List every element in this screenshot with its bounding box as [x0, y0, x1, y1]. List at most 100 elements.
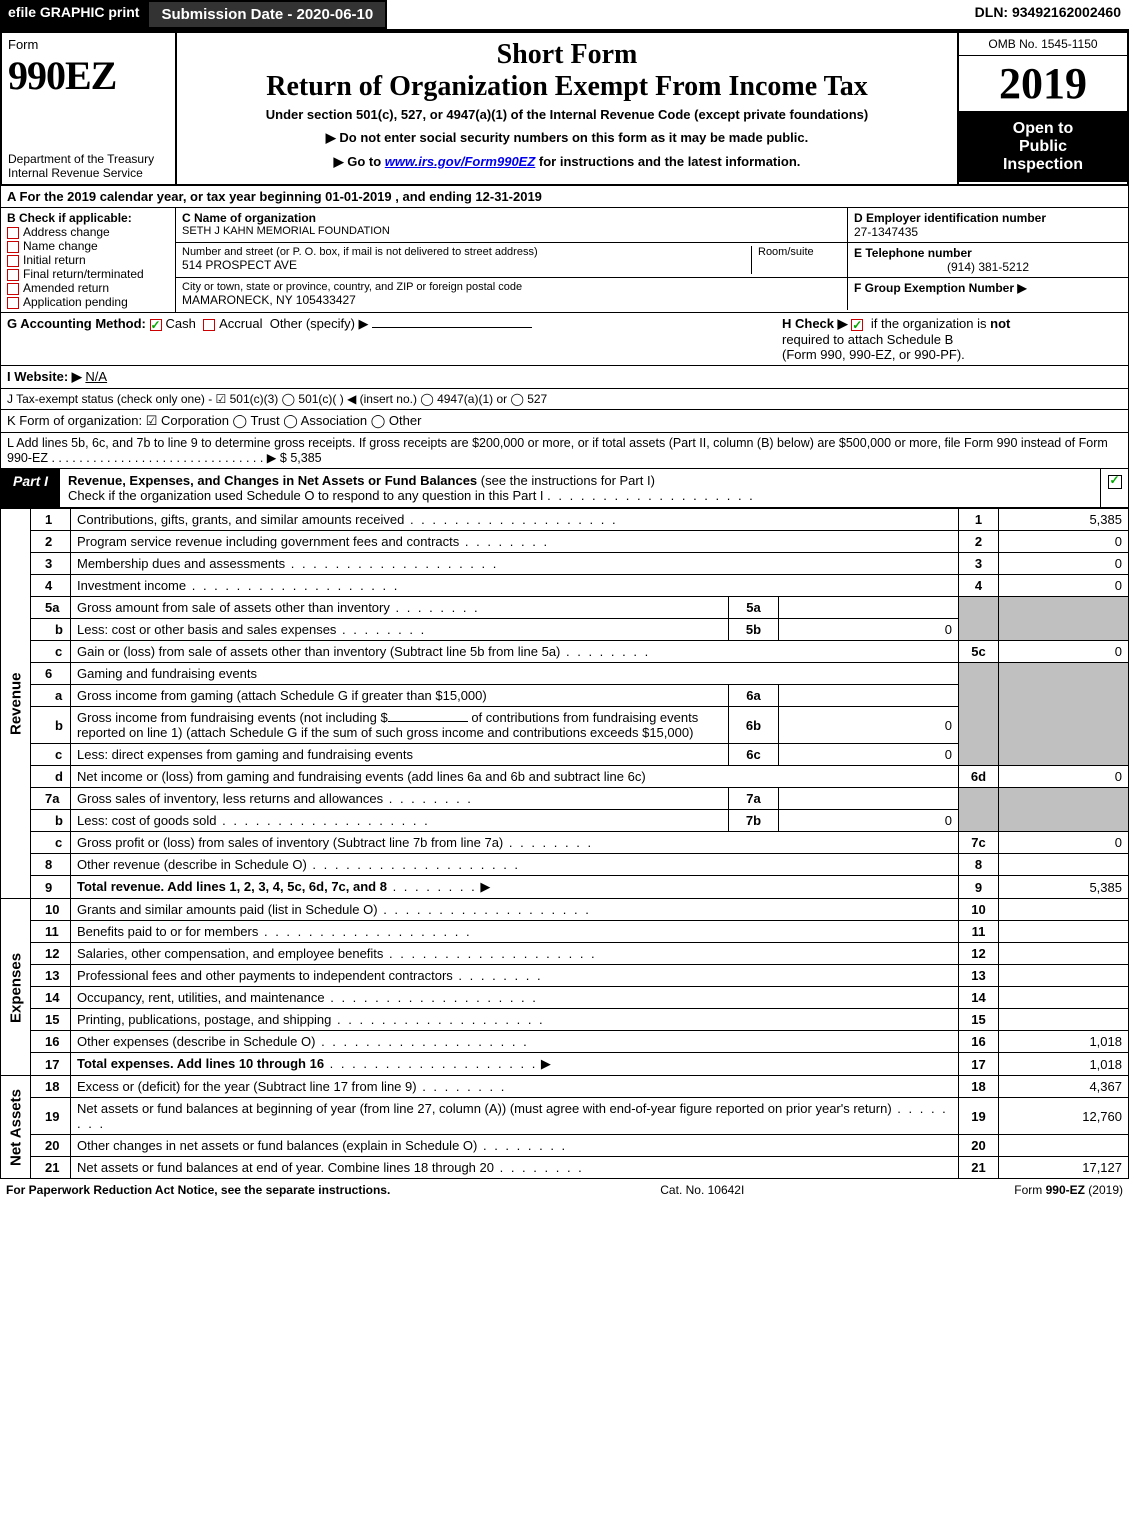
ln-6a-desc: Gross income from gaming (attach Schedul…	[71, 685, 729, 707]
ln-7c-val: 0	[999, 832, 1129, 854]
open3: Inspection	[963, 156, 1123, 174]
ln-11-num: 11	[31, 921, 71, 943]
ln-6b-desc: Gross income from fundraising events (no…	[77, 710, 388, 725]
ln-16-num: 16	[31, 1031, 71, 1053]
line-a-tax-year: A For the 2019 calendar year, or tax yea…	[0, 186, 1129, 208]
ln-8-num: 8	[31, 854, 71, 876]
submission-date: Submission Date - 2020-06-10	[147, 0, 387, 29]
part1-label: Part I	[1, 469, 60, 507]
omb-number: OMB No. 1545-1150	[959, 33, 1127, 56]
opt-accrual: Accrual	[219, 316, 262, 331]
line-h-t2: required to attach Schedule B	[782, 332, 953, 347]
opt-application-pending: Application pending	[23, 295, 128, 309]
ln-6c-sb: 6c	[729, 744, 779, 766]
info-grid: B Check if applicable: Address change Na…	[0, 208, 1129, 313]
line-i-label: I Website: ▶	[7, 369, 82, 384]
expenses-side-label: Expenses	[1, 899, 31, 1076]
chk-cash[interactable]	[150, 319, 162, 331]
ln-19-desc: Net assets or fund balances at beginning…	[77, 1101, 892, 1116]
chk-address-change[interactable]	[7, 227, 19, 239]
ln-2-desc: Program service revenue including govern…	[77, 534, 459, 549]
chk-final-return[interactable]	[7, 269, 19, 281]
chk-name-change[interactable]	[7, 241, 19, 253]
city-label: City or town, state or province, country…	[182, 281, 841, 293]
line-h-not: not	[990, 316, 1010, 331]
box-c-label: C Name of organization	[182, 211, 841, 225]
ln-6c-desc: Less: direct expenses from gaming and fu…	[77, 747, 413, 762]
title-shortform: Short Form	[183, 39, 951, 71]
title-sub: Under section 501(c), 527, or 4947(a)(1)…	[183, 107, 951, 122]
opt-cash: Cash	[166, 316, 196, 331]
ln-14-num: 14	[31, 987, 71, 1009]
city: MAMARONECK, NY 105433427	[182, 293, 841, 307]
ln-18-box: 18	[959, 1076, 999, 1098]
line-h-t1: if the organization is	[871, 316, 990, 331]
ln-5b-num: b	[31, 619, 71, 641]
line-g-label: G Accounting Method:	[7, 316, 146, 331]
ln-6d-val: 0	[999, 766, 1129, 788]
ln-3-num: 3	[31, 553, 71, 575]
ln-2-box: 2	[959, 531, 999, 553]
ln-11-box: 11	[959, 921, 999, 943]
box-f-label: F Group Exemption Number ▶	[854, 281, 1122, 295]
line-h-t3: (Form 990, 990-EZ, or 990-PF).	[782, 347, 965, 362]
ln-13-box: 13	[959, 965, 999, 987]
street: 514 PROSPECT AVE	[182, 258, 751, 272]
ln-12-box: 12	[959, 943, 999, 965]
part1-table: Revenue 1 Contributions, gifts, grants, …	[0, 508, 1129, 1179]
part1-checkbox[interactable]	[1108, 475, 1122, 489]
ln-11-val	[999, 921, 1129, 943]
ln-6b-num: b	[31, 707, 71, 744]
other-specify-input[interactable]	[372, 327, 532, 328]
inst2-post: for instructions and the latest informat…	[535, 154, 800, 169]
form-header: Form 990EZ Department of the Treasury In…	[0, 31, 1129, 186]
box-e-label: E Telephone number	[854, 246, 1122, 260]
ln-11-desc: Benefits paid to or for members	[77, 924, 258, 939]
chk-application-pending[interactable]	[7, 297, 19, 309]
ln-3-val: 0	[999, 553, 1129, 575]
ln-6c-num: c	[31, 744, 71, 766]
efile-print-button[interactable]: efile GRAPHIC print	[0, 0, 147, 29]
ln-15-val	[999, 1009, 1129, 1031]
opt-address-change: Address change	[23, 225, 110, 239]
ln-19-val: 12,760	[999, 1098, 1129, 1135]
ln-2-val: 0	[999, 531, 1129, 553]
chk-amended-return[interactable]	[7, 283, 19, 295]
ln-17-val: 1,018	[999, 1053, 1129, 1076]
chk-initial-return[interactable]	[7, 255, 19, 267]
street-label: Number and street (or P. O. box, if mail…	[182, 246, 751, 258]
ln-10-box: 10	[959, 899, 999, 921]
room-label: Room/suite	[758, 246, 841, 258]
irs-link[interactable]: www.irs.gov/Form990EZ	[385, 154, 536, 169]
part1-check-line: Check if the organization used Schedule …	[68, 488, 544, 503]
shade-5	[959, 597, 999, 641]
ln-18-num: 18	[31, 1076, 71, 1098]
ln-7c-box: 7c	[959, 832, 999, 854]
ln-9-desc: Total revenue. Add lines 1, 2, 3, 4, 5c,…	[77, 879, 387, 894]
line-l-text: L Add lines 5b, 6c, and 7b to line 9 to …	[7, 436, 1108, 465]
ln-20-box: 20	[959, 1135, 999, 1157]
title-return: Return of Organization Exempt From Incom…	[183, 71, 951, 103]
line-l: L Add lines 5b, 6c, and 7b to line 9 to …	[0, 433, 1129, 469]
chk-h[interactable]	[851, 319, 863, 331]
opt-initial-return: Initial return	[23, 253, 86, 267]
line-k: K Form of organization: ☑ Corporation ◯ …	[0, 410, 1129, 433]
ln-6c-sv: 0	[779, 744, 959, 766]
ln-5a-num: 5a	[31, 597, 71, 619]
ln-13-num: 13	[31, 965, 71, 987]
ln-9-num: 9	[31, 876, 71, 899]
ln-6b-blank[interactable]	[388, 721, 468, 722]
open-to-public: Open to Public Inspection	[959, 112, 1127, 182]
ln-5a-sb: 5a	[729, 597, 779, 619]
instruction-no-ssn: ▶ Do not enter social security numbers o…	[183, 130, 951, 146]
ln-1-box: 1	[959, 509, 999, 531]
ln-7a-sb: 7a	[729, 788, 779, 810]
ln-4-val: 0	[999, 575, 1129, 597]
ln-1-num: 1	[31, 509, 71, 531]
chk-accrual[interactable]	[203, 319, 215, 331]
ln-7a-num: 7a	[31, 788, 71, 810]
ln-19-box: 19	[959, 1098, 999, 1135]
ln-7c-num: c	[31, 832, 71, 854]
ln-15-desc: Printing, publications, postage, and shi…	[77, 1012, 331, 1027]
ln-6d-num: d	[31, 766, 71, 788]
